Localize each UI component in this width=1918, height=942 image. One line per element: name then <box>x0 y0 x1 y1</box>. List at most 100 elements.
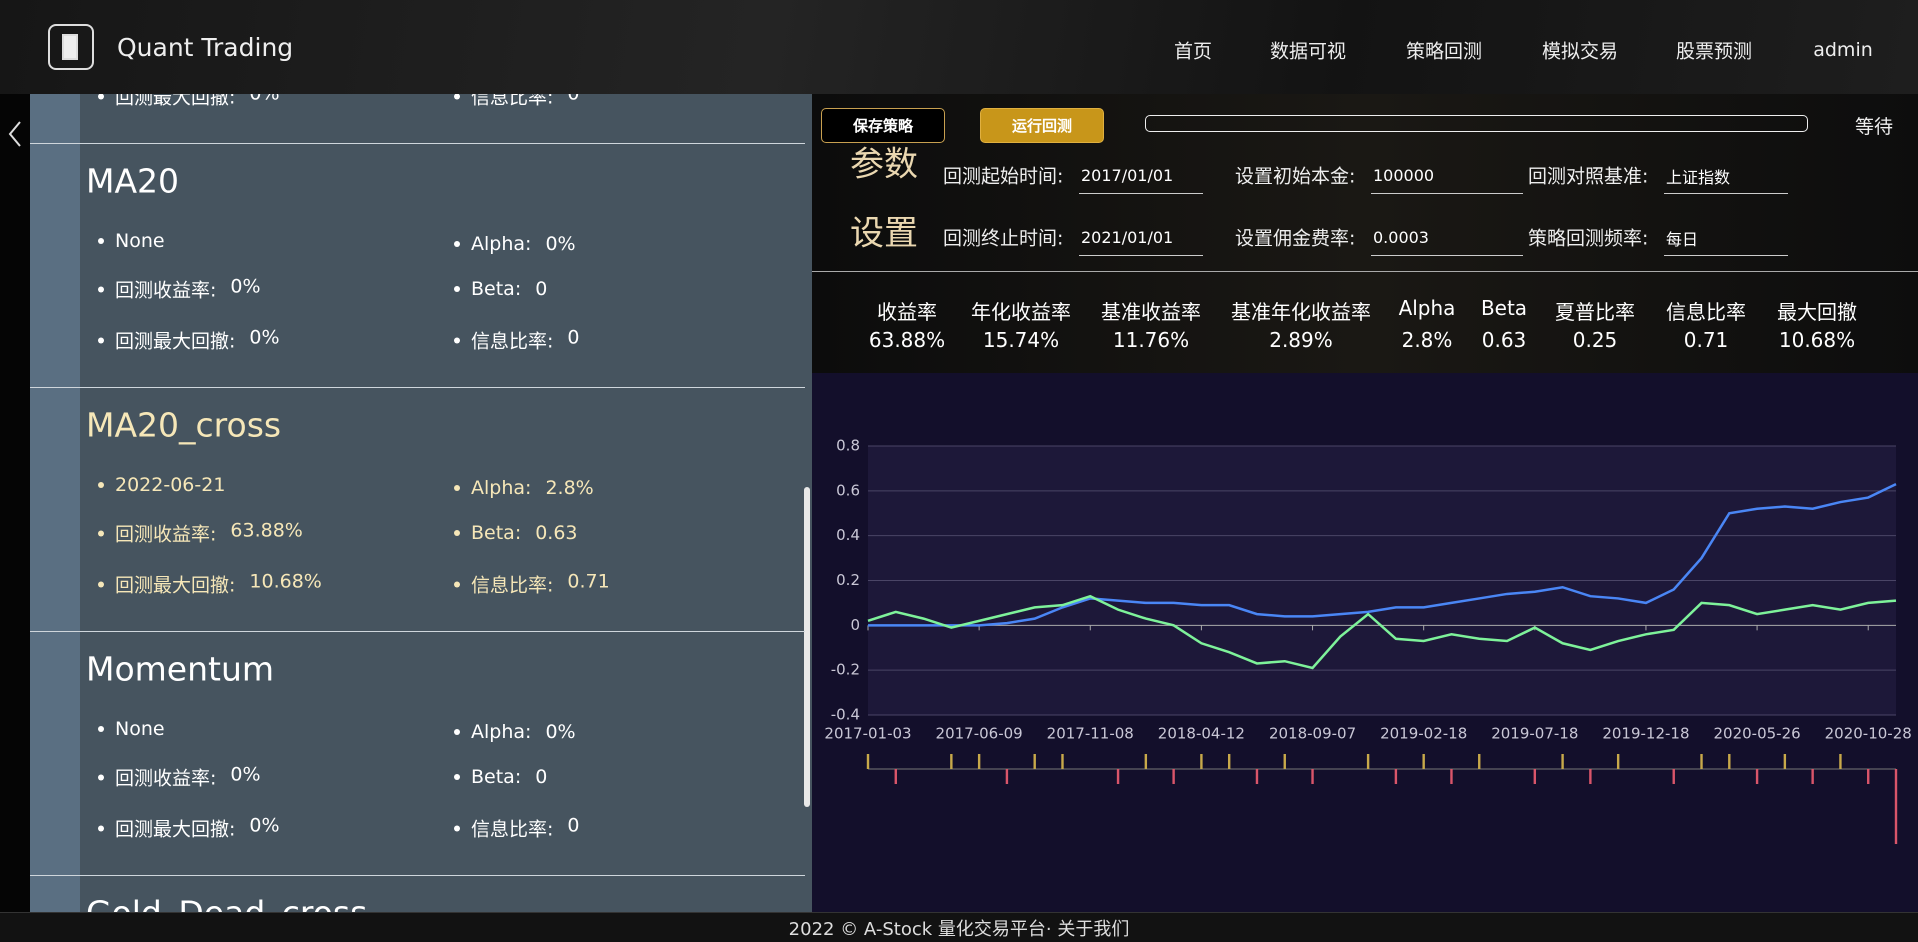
backtest-panel: 保存策略 运行回测 等待 参数 设置 回测起始时间: 2017/01/01 回测终止时间: 20… <box>812 94 1918 373</box>
strategy-field: 回测最大回撤: 10.68% <box>98 570 322 598</box>
save-button[interactable]: 保存策略 <box>821 108 945 143</box>
signal-bar <box>1783 754 1787 769</box>
field-value: 0 <box>567 326 580 349</box>
param-value: 每日 <box>1666 229 1699 249</box>
param-input[interactable]: 100000 <box>1371 158 1523 194</box>
field-label: Alpha: <box>471 233 532 255</box>
stat-label: Beta <box>1480 296 1528 320</box>
param-label: 回测对照基准: <box>1528 165 1649 188</box>
param-value: 2017/01/01 <box>1081 166 1174 185</box>
field-value: 0% <box>249 94 279 110</box>
logo-icon[interactable] <box>48 24 94 70</box>
param-title: 设置 <box>850 213 918 254</box>
strategy-field: 回测收益率: 0% <box>98 275 261 303</box>
nav-item[interactable]: admin <box>1813 39 1873 61</box>
param-title: 参数 <box>850 144 918 185</box>
signal-bar <box>1283 754 1286 769</box>
field-label: 回测最大回撤: <box>115 574 236 597</box>
param-input[interactable]: 每日 <box>1664 220 1788 256</box>
field-label: 信息比率: <box>471 574 554 597</box>
strategy-field: 回测最大回撤: 0% <box>98 815 280 842</box>
field-value: None <box>115 718 165 740</box>
signal-bar <box>1422 754 1425 769</box>
field-label: 信息比率: <box>471 94 554 109</box>
strategy-field: Beta: 0 <box>453 278 547 300</box>
strategy-field: 信息比率: 0 <box>454 94 580 110</box>
param-label: 策略回测频率: <box>1528 227 1649 250</box>
signal-bar <box>1450 769 1453 784</box>
collapse-arrow[interactable] <box>0 104 30 164</box>
signal-bar <box>1616 754 1620 769</box>
param-input[interactable]: 上证指数 <box>1664 158 1788 194</box>
field-value: None <box>115 230 165 252</box>
logo-text[interactable]: Quant Trading <box>117 33 294 62</box>
x-tick-label: 2018-09-07 <box>1269 725 1356 743</box>
field-label: 信息比率: <box>471 330 554 353</box>
signal-bar <box>1005 769 1009 784</box>
nav-item[interactable]: 数据可视 <box>1269 40 1347 63</box>
x-tick-label: 2020-05-26 <box>1713 725 1800 743</box>
field-label: Alpha: <box>471 721 532 743</box>
strategy-name[interactable]: MA20_cross <box>86 405 282 445</box>
card-divider <box>30 631 805 632</box>
signal-bar <box>1533 769 1537 784</box>
stat-label: 夏普比率 <box>1555 300 1635 324</box>
nav-item[interactable]: 股票预测 <box>1675 40 1753 63</box>
param-label: 回测起始时间: <box>943 165 1064 188</box>
strategy-name[interactable]: MA20 <box>86 161 180 201</box>
field-value: 0 <box>567 814 580 837</box>
run-button[interactable]: 运行回测 <box>980 108 1104 143</box>
signal-bar <box>1200 754 1203 769</box>
param-input[interactable]: 2021/01/01 <box>1079 220 1203 256</box>
backtest-chart: -0.4 -0.2 0 0.2 0.4 0.6 0.8 2017-01-03 2017-06-0… <box>812 373 1918 912</box>
strategy-field: 信息比率: 0 <box>454 814 580 842</box>
signal-bar <box>894 769 897 784</box>
field-value: 0% <box>545 233 576 255</box>
x-tick-label: 2017-06-09 <box>936 725 1023 743</box>
param-input[interactable]: 0.0003 <box>1371 220 1523 256</box>
stat-value: 0.71 <box>1683 328 1729 352</box>
status-text: 等待 <box>1855 116 1894 138</box>
scrollbar[interactable] <box>804 487 810 807</box>
sidebar-toggle-strip <box>0 94 30 912</box>
signal-bar <box>1144 754 1148 769</box>
signal-bar <box>1311 769 1314 784</box>
signal-bar <box>950 754 953 769</box>
strategy-field: 回测收益率: 0% <box>98 764 261 791</box>
field-value: 10.68% <box>249 570 322 593</box>
field-value: 0% <box>545 721 576 743</box>
field-label: Beta: <box>471 766 522 788</box>
strategy-name[interactable]: Momentum <box>86 649 275 689</box>
field-value: 0% <box>230 275 261 298</box>
footer: 2022 © A-Stock 量化交易平台· 关于我们 <box>0 912 1918 942</box>
param-input[interactable]: 2017/01/01 <box>1079 158 1203 194</box>
nav-item[interactable]: 策略回测 <box>1405 40 1483 63</box>
nav-item[interactable]: 首页 <box>1173 40 1213 63</box>
stat-value: 63.88% <box>868 328 946 352</box>
strategy-field: Beta: 0.63 <box>454 522 578 544</box>
strategy-name[interactable]: Gold_Dead_cross <box>86 894 367 913</box>
strategy-field: None <box>98 230 165 252</box>
stat-value: 2.8% <box>1401 328 1453 352</box>
param-value: 上证指数 <box>1666 167 1731 187</box>
strategy-field: Alpha: 0% <box>454 233 576 255</box>
param-label: 设置佣金费率: <box>1235 227 1356 250</box>
signal-bar <box>1755 769 1759 784</box>
stat-label: 年化收益率 <box>971 300 1071 324</box>
card-divider <box>30 387 805 388</box>
x-tick-label: 2017-11-08 <box>1047 725 1134 743</box>
signal-bar <box>1839 754 1842 769</box>
field-label: 回测收益率: <box>115 279 217 302</box>
stat-value: 11.76% <box>1112 328 1190 352</box>
signal-bar <box>1478 754 1481 769</box>
nav-item[interactable]: 模拟交易 <box>1541 40 1619 63</box>
y-tick-label: -0.4 <box>831 706 860 724</box>
x-tick-label: 2019-07-18 <box>1491 725 1578 743</box>
signal-bar <box>1061 754 1064 769</box>
signal-bar <box>1561 754 1564 769</box>
stat-value: 0.25 <box>1572 328 1618 352</box>
param-value: 0.0003 <box>1373 228 1429 247</box>
x-tick-label: 2020-10-28 <box>1825 725 1912 743</box>
